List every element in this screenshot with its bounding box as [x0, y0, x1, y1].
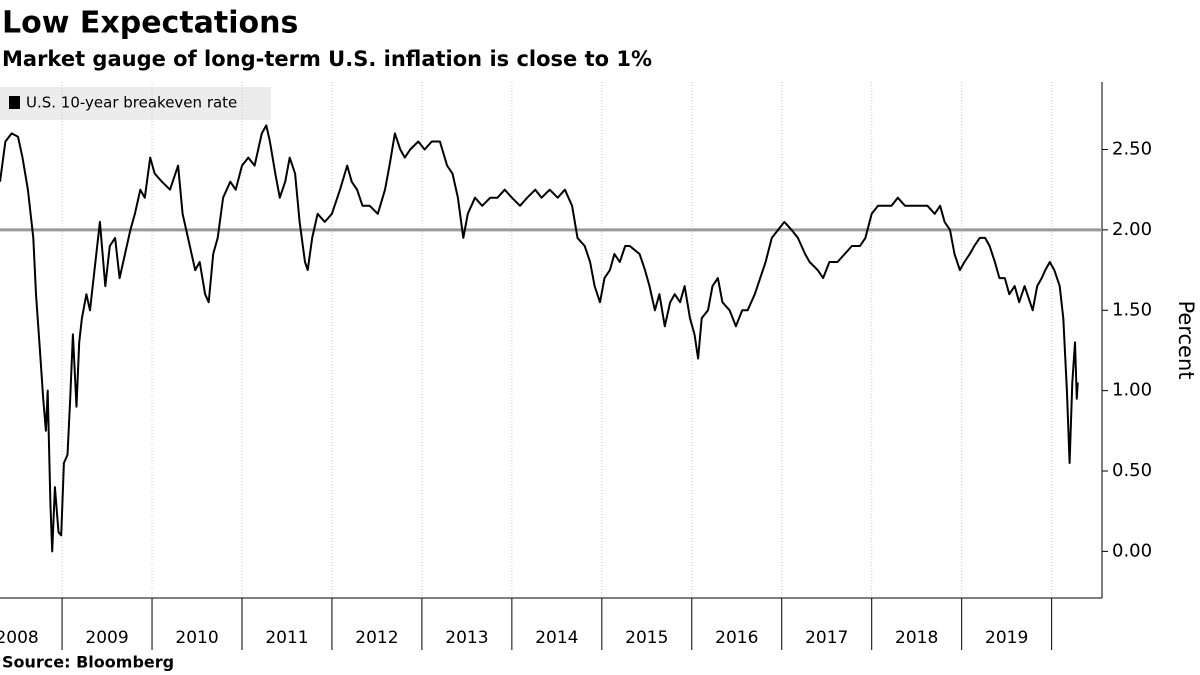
x-tick-label: 2015 [625, 628, 668, 648]
x-tick-label: 2008 [0, 628, 39, 648]
x-tick-label: 2012 [355, 628, 398, 648]
legend-label: U.S. 10-year breakeven rate [26, 94, 237, 112]
x-tick-label: 2011 [265, 628, 308, 648]
legend-box [0, 87, 271, 120]
data-line [0, 124, 1079, 553]
y-tick-label: 1.50 [1112, 299, 1152, 320]
x-tick-label: 2019 [985, 628, 1028, 648]
x-tick-label: 2018 [895, 628, 938, 648]
x-tick-label: 2017 [805, 628, 848, 648]
y-tick-label: 2.50 [1112, 139, 1152, 160]
y-tick-label: 1.00 [1112, 380, 1152, 401]
chart-title: Low Expectations [2, 6, 298, 41]
x-tick-label: 2013 [445, 628, 488, 648]
source: Source: Bloomberg [2, 653, 174, 672]
y-tick-label: 0.50 [1112, 460, 1152, 481]
legend-swatch [9, 96, 20, 109]
x-tick-label: 2014 [535, 628, 578, 648]
chart-subtitle: Market gauge of long-term U.S. inflation… [2, 47, 652, 71]
y-tick-label: 0.00 [1112, 540, 1152, 561]
y-axis-label: Percent [1174, 300, 1198, 379]
x-tick-label: 2010 [175, 628, 218, 648]
y-tick-label: 2.00 [1112, 219, 1152, 240]
x-tick-label: 2016 [715, 628, 758, 648]
x-tick-label: 2009 [85, 628, 128, 648]
